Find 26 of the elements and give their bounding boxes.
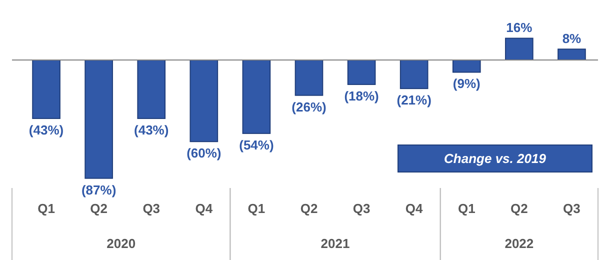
x-tick-label: Q2 <box>90 201 108 216</box>
x-tick-label: Q1 <box>248 201 266 216</box>
x-tick-label: Q2 <box>510 201 528 216</box>
data-label: (43%) <box>134 122 169 138</box>
x-tick-label: Q3 <box>142 201 160 216</box>
x-tick-label: Q2 <box>300 201 318 216</box>
data-label: (60%) <box>186 146 222 161</box>
data-label: (87%) <box>81 182 116 198</box>
x-tick-label: Q4 <box>195 201 214 216</box>
data-label: (21%) <box>396 92 432 108</box>
text: 2021 <box>320 236 350 251</box>
text: 2020 <box>106 236 136 251</box>
data-label: (54%) <box>239 137 274 152</box>
data-label: 16% <box>506 20 533 36</box>
x-tick-label: Q3 <box>563 201 580 216</box>
data-label: (9%) <box>452 76 480 92</box>
data-label: 8% <box>562 31 582 46</box>
x-tick-label: Q1 <box>458 201 476 216</box>
x-tick-label: Q3 <box>352 201 370 216</box>
data-label: (18%) <box>344 88 379 104</box>
text: 2022 <box>504 236 534 251</box>
x-tick-label: Q4 <box>405 201 424 216</box>
text: Change vs. 2019 <box>444 151 547 166</box>
data-label: (26%) <box>292 99 326 114</box>
data-label: (43%) <box>28 122 64 138</box>
x-tick-label: Q1 <box>38 201 55 216</box>
